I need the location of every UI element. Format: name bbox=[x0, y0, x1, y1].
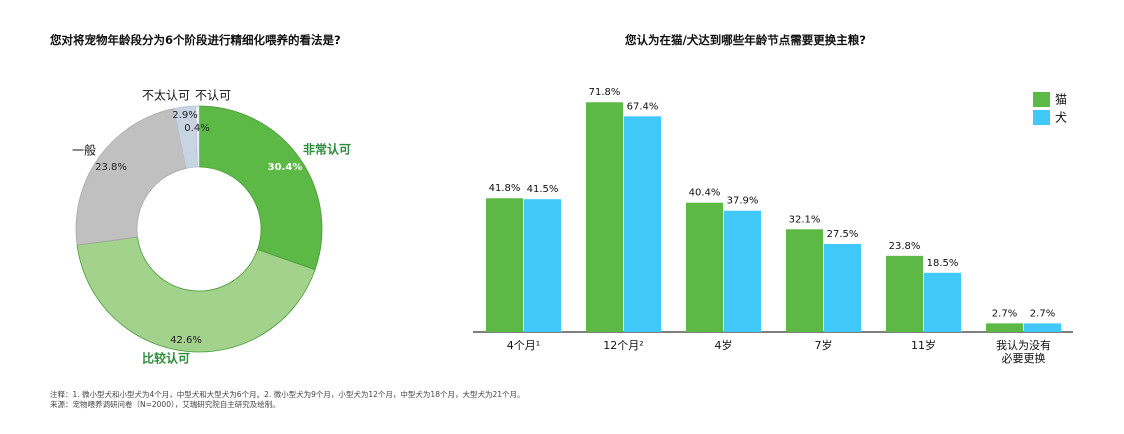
bar-data-label: 32.1% bbox=[789, 214, 821, 225]
x-tick-label: 必要更换 bbox=[1002, 351, 1046, 365]
bar-猫-4 bbox=[886, 255, 923, 332]
bar-data-label: 2.7% bbox=[992, 308, 1017, 319]
bar-data-label: 41.5% bbox=[527, 184, 559, 195]
bar-data-label: 41.8% bbox=[489, 183, 521, 194]
x-tick-label: 4岁 bbox=[715, 338, 733, 352]
bar-data-label: 2.7% bbox=[1030, 308, 1055, 319]
donut-chart-title: 您对将宠物年龄段分为6个阶段进行精细化喂养的看法是? bbox=[50, 33, 341, 47]
legend-label: 猫 bbox=[1055, 93, 1067, 107]
bar-犬-5 bbox=[1024, 323, 1061, 332]
bar-data-label: 40.4% bbox=[689, 188, 721, 199]
footnote: 注释：1. 微小型犬和小型犬为4个月，中型犬和大型犬为6个月。2. 微小型犬为9… bbox=[50, 390, 525, 399]
bar-data-label: 71.8% bbox=[589, 87, 621, 98]
donut-category-label: 不太认可 bbox=[142, 88, 190, 103]
donut-slice-不太认可 bbox=[173, 105, 198, 169]
bar-data-label: 67.4% bbox=[627, 101, 659, 112]
donut-value-label: 23.8% bbox=[95, 162, 127, 173]
bar-猫-0 bbox=[486, 198, 523, 332]
bar-犬-4 bbox=[924, 272, 961, 332]
donut-category-label: 非常认可 bbox=[303, 142, 351, 157]
donut-category-label: 比较认可 bbox=[142, 351, 190, 366]
bar-猫-5 bbox=[986, 323, 1023, 332]
bar-data-label: 27.5% bbox=[827, 229, 859, 240]
donut-value-label: 42.6% bbox=[170, 335, 202, 346]
x-tick-label: 4个月¹ bbox=[507, 339, 540, 352]
donut-value-label: 2.9% bbox=[172, 110, 197, 121]
donut-value-label: 30.4% bbox=[268, 162, 303, 173]
bar-data-label: 18.5% bbox=[927, 258, 959, 269]
legend-label: 犬 bbox=[1055, 111, 1067, 125]
legend-swatch-犬 bbox=[1033, 110, 1050, 125]
source-note: 来源：宠物喂养调研问卷（N=2000），艾瑞研究院自主研究及绘制。 bbox=[50, 400, 280, 409]
donut-value-label: 0.4% bbox=[184, 123, 209, 134]
bar-data-label: 37.9% bbox=[727, 196, 759, 207]
bar-猫-2 bbox=[686, 202, 723, 332]
x-tick-label: 我认为没有 bbox=[996, 338, 1051, 352]
x-tick-label: 7岁 bbox=[815, 338, 833, 352]
donut-category-label: 不认可 bbox=[195, 89, 231, 103]
bar-猫-1 bbox=[586, 102, 623, 333]
donut-category-label: 一般 bbox=[72, 143, 96, 158]
bar-犬-3 bbox=[824, 244, 861, 332]
x-tick-label: 11岁 bbox=[911, 338, 936, 352]
bar-犬-1 bbox=[624, 116, 661, 332]
bar-犬-0 bbox=[524, 199, 561, 332]
donut-slice-比较认可 bbox=[76, 236, 316, 353]
legend-swatch-猫 bbox=[1033, 92, 1050, 107]
bar-data-label: 23.8% bbox=[889, 241, 921, 252]
bar-chart-title: 您认为在猫/犬达到哪些年龄节点需要更换主粮? bbox=[625, 33, 866, 47]
bar-猫-3 bbox=[786, 229, 823, 332]
x-tick-label: 12个月² bbox=[603, 339, 643, 352]
donut-slice-不认可 bbox=[195, 105, 200, 168]
donut-slice-一般 bbox=[75, 108, 187, 246]
bar-犬-2 bbox=[724, 210, 761, 332]
donut-slice-非常认可 bbox=[198, 105, 323, 271]
